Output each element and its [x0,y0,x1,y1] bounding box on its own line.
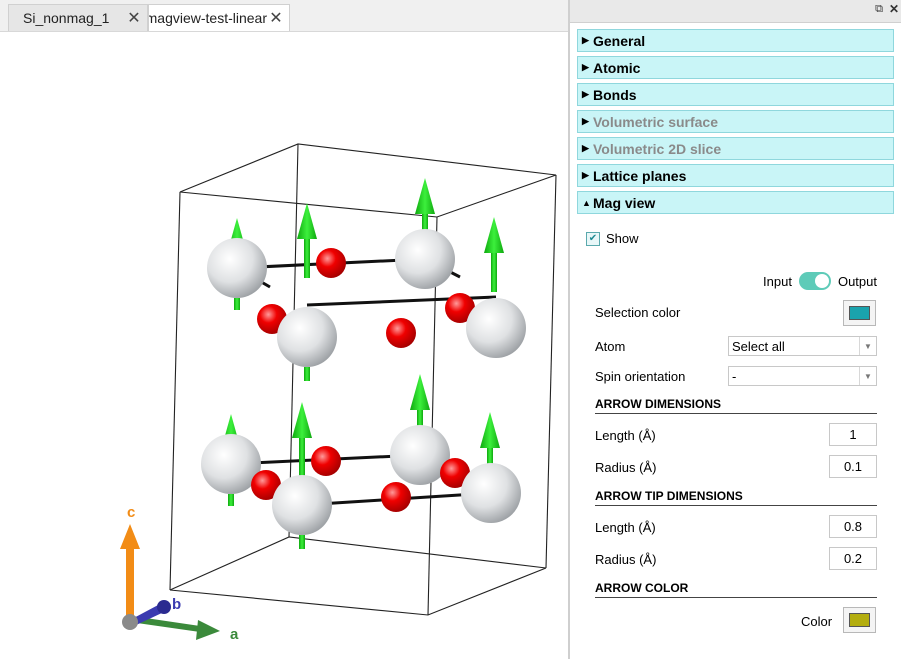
arrow-tail [304,367,310,381]
axis-b [130,604,164,626]
section-atomic[interactable]: ▶ Atomic [577,56,894,79]
section-mag-view[interactable]: ▲ Mag view [577,191,894,214]
structure-3d-viewport[interactable]: c b a [0,32,568,659]
atom-large [395,229,455,289]
section-bonds[interactable]: ▶ Bonds [577,83,894,106]
float-icon[interactable]: ⧉ [875,3,883,15]
atom-layer-lower [201,374,521,549]
collapse-arrow-icon: ▲ [582,197,591,208]
tab-magview-test-linear[interactable]: magview-test-linear ✕ [148,4,290,31]
expand-arrow-icon: ▶ [582,62,589,72]
axis-c [126,547,134,622]
spin-orientation-select[interactable]: - ▼ [728,366,877,386]
properties-panel: ⧉ ✕ ▶ General ▶ Atomic ▶ Bonds ▶ Volumet… [570,0,901,659]
magnetic-moment-arrow [297,203,317,278]
atom-layer-upper [207,178,526,381]
tip-radius-label: Radius (Å) [595,552,657,567]
expand-arrow-icon: ▶ [582,170,589,180]
chevron-down-icon: ▼ [859,367,876,385]
axis-label-b: b [172,596,181,613]
selection-color-label: Selection color [595,305,681,320]
close-icon[interactable]: ✕ [888,2,899,16]
expand-arrow-icon: ▶ [582,89,589,99]
axes-triad: c b a [120,504,239,643]
section-volumetric-2d-slice[interactable]: ▶ Volumetric 2D slice [577,137,894,160]
atom-select[interactable]: Select all ▼ [728,336,877,356]
atom-large [390,425,450,485]
atom-small [251,470,281,500]
spin-orientation-label: Spin orientation [595,369,686,384]
atom-small [311,446,341,476]
atom-small [440,458,470,488]
panel-splitter[interactable] [568,0,570,659]
atom-small [445,293,475,323]
expand-arrow-icon: ▶ [582,35,589,45]
atom-small [316,248,346,278]
close-icon[interactable]: ✕ [269,10,283,27]
section-general[interactable]: ▶ General [577,29,894,52]
input-output-toggle[interactable] [798,272,831,290]
axis-label-c: c [127,504,135,521]
tab-si-nonmag-1[interactable]: Si_nonmag_1 ✕ [8,4,148,31]
panel-title-bar: ⧉ ✕ [570,0,901,23]
close-icon[interactable]: ✕ [127,10,141,27]
tip-length-input[interactable]: 0.8 [829,515,877,538]
atom-large [277,307,337,367]
arrow-color-heading: ARROW COLOR [595,581,877,598]
input-output-toggle-row: Input Output [595,272,877,290]
show-checkbox[interactable]: ✔ [586,231,600,246]
arrow-color-swatch [849,613,870,627]
axis-a [130,616,200,632]
chevron-down-icon: ▼ [859,337,876,355]
output-label: Output [837,273,877,289]
arrow-color-label: Color [801,614,833,629]
atom-label: Atom [595,339,626,354]
unit-cell-box [169,143,557,616]
tip-radius-input[interactable]: 0.2 [829,547,877,570]
atom-large [466,298,526,358]
spin-select-value: - [732,368,737,384]
atom-large [207,238,267,298]
tab-label: magview-test-linear [149,10,267,26]
magnetic-moment-arrow [484,217,504,292]
show-label: Show [606,231,639,246]
selection-color-button[interactable] [843,300,876,326]
axis-label-a: a [230,626,239,643]
atom-small [386,318,416,348]
arrow-radius-label: Radius (Å) [595,460,657,475]
document-tab-bar: Si_nonmag_1 ✕ magview-test-linear ✕ [0,0,568,32]
arrow-length-input[interactable]: 1 [829,423,877,446]
arrow-color-button[interactable] [843,607,876,633]
show-row: ✔ Show [586,231,877,246]
atom-small [381,482,411,512]
selection-color-swatch [849,306,870,320]
section-volumetric-surface[interactable]: ▶ Volumetric surface [577,110,894,133]
arrow-dimensions-heading: ARROW DIMENSIONS [595,397,877,414]
magnetic-moment-arrow [292,402,312,477]
tip-length-label: Length (Å) [595,520,656,535]
atom-large [201,434,261,494]
expand-arrow-icon: ▶ [582,143,589,153]
atom-large [461,463,521,523]
atom-large [272,475,332,535]
arrow-radius-input[interactable]: 0.1 [829,455,877,478]
expand-arrow-icon: ▶ [582,116,589,126]
input-label: Input [763,273,792,289]
atom-select-value: Select all [732,338,785,354]
section-lattice-planes[interactable]: ▶ Lattice planes [577,164,894,187]
tab-label: Si_nonmag_1 [23,10,110,26]
arrow-tip-dimensions-heading: ARROW TIP DIMENSIONS [595,489,877,506]
arrow-length-label: Length (Å) [595,428,656,443]
